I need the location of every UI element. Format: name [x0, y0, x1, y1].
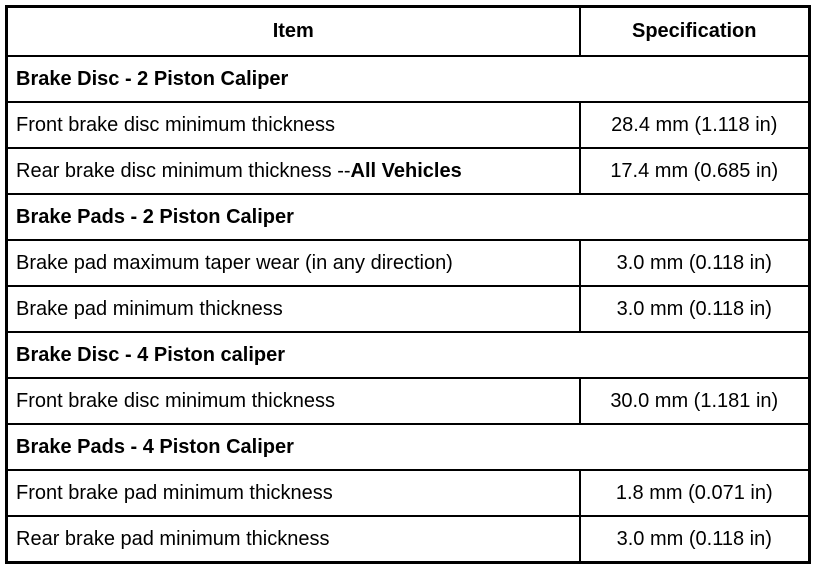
specification-cell: 3.0 mm (0.118 in): [578, 515, 811, 564]
item-text: Front brake disc minimum thickness: [16, 389, 335, 412]
item-text: Rear brake disc minimum thickness --: [16, 159, 351, 182]
column-header-specification: Specification: [578, 5, 811, 57]
section-row: Brake Pads - 4 Piston Caliper: [5, 423, 811, 471]
item-cell: Front brake pad minimum thickness: [5, 469, 581, 517]
item-text: Brake pad maximum taper wear (in any dir…: [16, 251, 453, 274]
specification-cell: 17.4 mm (0.685 in): [578, 147, 811, 195]
item-text: Brake pad minimum thickness: [16, 297, 283, 320]
section-title: Brake Disc - 2 Piston Caliper: [5, 55, 811, 103]
specification-cell: 30.0 mm (1.181 in): [578, 377, 811, 425]
item-qualifier: All Vehicles: [350, 159, 462, 182]
specification-table: Item Specification Brake Disc - 2 Piston…: [5, 5, 811, 564]
table-row: Brake pad maximum taper wear (in any dir…: [5, 239, 811, 287]
item-cell: Front brake disc minimum thickness: [5, 101, 581, 149]
table-row: Front brake disc minimum thickness 30.0 m…: [5, 377, 811, 425]
item-cell: Brake pad minimum thickness: [5, 285, 581, 333]
section-row: Brake Pads - 2 Piston Caliper: [5, 193, 811, 241]
item-text: Rear brake pad minimum thickness: [16, 527, 330, 550]
item-cell: Rear brake pad minimum thickness: [5, 515, 581, 564]
section-row: Brake Disc - 2 Piston Caliper: [5, 55, 811, 103]
table-row: Front brake disc minimum thickness 28.4 m…: [5, 101, 811, 149]
table-row: Rear brake disc minimum thickness --All …: [5, 147, 811, 195]
specification-cell: 28.4 mm (1.118 in): [578, 101, 811, 149]
item-cell: Rear brake disc minimum thickness --All …: [5, 147, 581, 195]
item-cell: Brake pad maximum taper wear (in any dir…: [5, 239, 581, 287]
specification-cell: 3.0 mm (0.118 in): [578, 239, 811, 287]
section-title: Brake Disc - 4 Piston caliper: [5, 331, 811, 379]
header-row: Item Specification: [5, 5, 811, 57]
table-row: Front brake pad minimum thickness 1.8 mm …: [5, 469, 811, 517]
item-cell: Front brake disc minimum thickness: [5, 377, 581, 425]
section-title: Brake Pads - 4 Piston Caliper: [5, 423, 811, 471]
section-title: Brake Pads - 2 Piston Caliper: [5, 193, 811, 241]
section-row: Brake Disc - 4 Piston caliper: [5, 331, 811, 379]
item-text: Front brake pad minimum thickness: [16, 481, 333, 504]
table-row: Brake pad minimum thickness 3.0 mm (0.118…: [5, 285, 811, 333]
specification-cell: 1.8 mm (0.071 in): [578, 469, 811, 517]
specification-cell: 3.0 mm (0.118 in): [578, 285, 811, 333]
item-text: Front brake disc minimum thickness: [16, 113, 335, 136]
column-header-item: Item: [5, 5, 581, 57]
table-row: Rear brake pad minimum thickness 3.0 mm (…: [5, 515, 811, 564]
